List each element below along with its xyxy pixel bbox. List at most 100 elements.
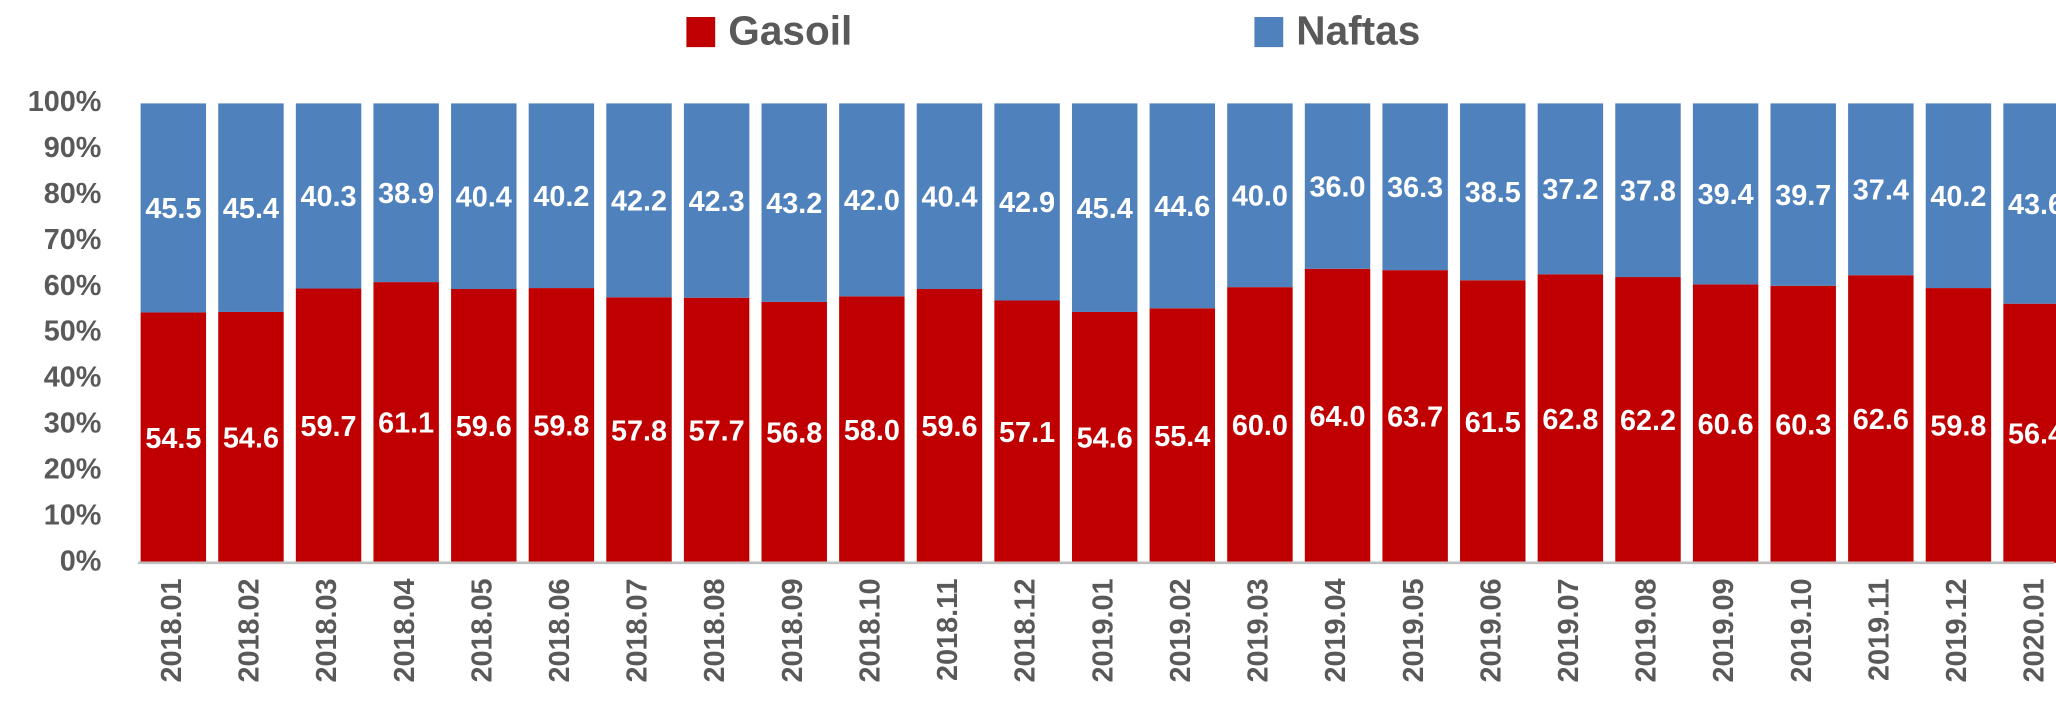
x-tick-label: 2018.07 xyxy=(622,579,654,683)
data-label: 60.3 xyxy=(1775,410,1831,442)
data-label: 40.0 xyxy=(1232,181,1288,213)
bar-segment xyxy=(1227,287,1293,563)
legend-label: Naftas xyxy=(1296,8,1420,54)
x-tick-label: 2019.03 xyxy=(1243,579,1275,683)
data-label: 37.8 xyxy=(1620,175,1676,207)
x-tick-label: 2019.05 xyxy=(1398,579,1430,683)
data-label: 40.4 xyxy=(456,181,512,213)
data-label: 42.3 xyxy=(689,186,745,218)
bar-segment xyxy=(1071,103,1138,312)
x-tick-label: 2019.11 xyxy=(1863,579,1895,681)
bar-segment xyxy=(1227,103,1293,288)
x-tick-label: 2019.02 xyxy=(1165,579,1197,683)
bar-segment xyxy=(1615,277,1681,563)
data-label: 56.4 xyxy=(2008,418,2056,450)
x-tick-label: 2018.05 xyxy=(466,579,498,683)
data-label: 60.0 xyxy=(1232,410,1288,442)
bar-segment xyxy=(916,103,983,289)
bar-segment xyxy=(606,297,672,563)
data-label: 63.7 xyxy=(1387,402,1443,434)
x-tick-label: 2018.06 xyxy=(544,579,576,683)
x-tick-label: 2018.10 xyxy=(854,579,886,683)
bar-segment xyxy=(373,103,439,283)
bar-segment xyxy=(1848,275,1914,563)
data-label: 57.7 xyxy=(689,415,745,447)
bar-segment xyxy=(761,103,827,302)
y-tick-label: 70% xyxy=(44,224,102,256)
data-label: 61.5 xyxy=(1465,407,1521,439)
bar-segment xyxy=(451,288,517,563)
data-label: 36.3 xyxy=(1387,172,1443,204)
data-label: 38.5 xyxy=(1465,177,1521,209)
bar-segment xyxy=(1149,308,1216,563)
bar-segment xyxy=(1925,288,1992,563)
legend-swatch xyxy=(686,17,716,48)
data-label: 39.7 xyxy=(1775,180,1831,212)
x-tick-label: 2019.10 xyxy=(1786,579,1818,683)
bar-segment xyxy=(1537,103,1604,275)
y-tick-label: 50% xyxy=(44,316,102,348)
bar-segment xyxy=(1537,274,1604,563)
bar-segment xyxy=(295,288,362,563)
data-label: 56.8 xyxy=(766,418,822,450)
x-tick-label: 2019.12 xyxy=(1941,579,1973,683)
bar-segment xyxy=(994,103,1060,301)
data-label: 43.6 xyxy=(2008,189,2056,221)
data-label: 54.6 xyxy=(1077,423,1133,455)
y-tick-label: 40% xyxy=(44,362,102,394)
data-label: 37.4 xyxy=(1853,175,1909,207)
x-tick-label: 2018.12 xyxy=(1010,579,1042,683)
bar-segment xyxy=(1848,103,1914,276)
data-label: 54.5 xyxy=(145,423,201,455)
data-label: 40.4 xyxy=(921,181,977,213)
bar-segment xyxy=(1925,103,1992,289)
bar-segment xyxy=(1304,103,1371,269)
x-tick-label: 2018.01 xyxy=(156,579,188,683)
legend-label: Gasoil xyxy=(728,8,852,54)
bar-segment xyxy=(528,288,595,563)
x-tick-label: 2019.09 xyxy=(1708,579,1740,683)
x-tick-label: 2018.02 xyxy=(234,579,266,683)
y-tick-label: 0% xyxy=(60,545,102,577)
x-tick-label: 2018.08 xyxy=(699,579,731,683)
bar-segment xyxy=(295,103,362,289)
data-label: 59.8 xyxy=(533,411,589,443)
legend-swatch xyxy=(1254,17,1284,48)
bar-segment xyxy=(683,297,750,563)
data-label: 39.4 xyxy=(1698,179,1754,211)
data-label: 45.5 xyxy=(145,193,201,225)
data-label: 62.8 xyxy=(1542,404,1598,436)
bar-segment xyxy=(606,103,672,298)
data-label: 64.0 xyxy=(1310,401,1366,433)
bar-segment xyxy=(2003,303,2056,563)
x-tick-label: 2020.01 xyxy=(2019,579,2051,683)
x-tick-label: 2019.04 xyxy=(1320,579,1352,683)
x-tick-label: 2019.01 xyxy=(1087,579,1119,683)
data-label: 59.6 xyxy=(921,411,977,443)
bar-segment xyxy=(1615,103,1681,278)
bar-segment xyxy=(1692,103,1759,285)
bar-segment xyxy=(839,103,905,297)
data-label: 40.3 xyxy=(301,181,357,213)
data-label: 60.6 xyxy=(1698,409,1754,441)
data-label: 38.9 xyxy=(378,178,434,210)
data-label: 44.6 xyxy=(1154,191,1210,223)
bar-segment xyxy=(761,301,827,563)
bar-segment xyxy=(2003,103,2056,304)
y-tick-label: 80% xyxy=(44,178,102,210)
bar-segment xyxy=(1692,284,1759,563)
x-tick-label: 2018.11 xyxy=(932,579,964,681)
data-label: 40.2 xyxy=(1930,181,1986,213)
x-tick-label: 2018.03 xyxy=(311,579,343,683)
bar-segment xyxy=(140,103,207,313)
y-tick-label: 20% xyxy=(44,454,102,486)
data-label: 54.6 xyxy=(223,423,279,455)
data-label: 62.2 xyxy=(1620,405,1676,437)
bar-segment xyxy=(218,103,284,312)
bar-segment xyxy=(916,288,983,563)
bar-segment xyxy=(451,103,517,289)
data-label: 45.4 xyxy=(223,193,279,225)
bar-segment xyxy=(373,282,439,563)
bar-segment xyxy=(1382,103,1448,271)
